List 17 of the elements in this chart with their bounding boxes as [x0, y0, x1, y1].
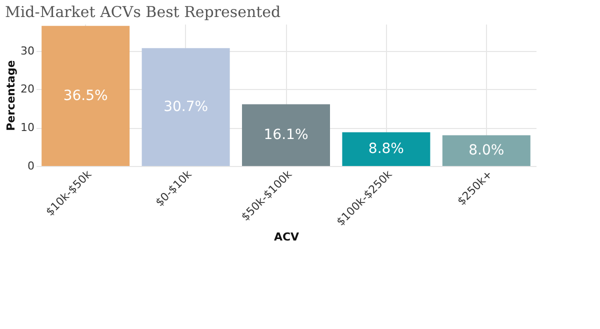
bar	[42, 26, 130, 166]
y-tick-label: 0	[28, 160, 34, 172]
y-tick-label: 30	[20, 44, 34, 58]
y-axis-title: Percentage	[4, 60, 18, 131]
bar	[342, 132, 430, 166]
data-label: 8.8%	[368, 141, 404, 158]
bar	[442, 135, 530, 166]
x-axis-title: ACV	[274, 230, 300, 244]
data-label: 30.7%	[164, 99, 208, 116]
y-tick-label: 20	[20, 82, 34, 96]
data-label: 16.1%	[264, 127, 308, 144]
chart-title: Mid-Market ACVs Best Represented	[5, 3, 282, 21]
data-label: 36.5%	[63, 88, 108, 104]
data-label: 8.0%	[468, 142, 504, 159]
bar	[142, 48, 230, 166]
bar	[242, 104, 330, 166]
y-tick-label: 10	[20, 121, 34, 134]
